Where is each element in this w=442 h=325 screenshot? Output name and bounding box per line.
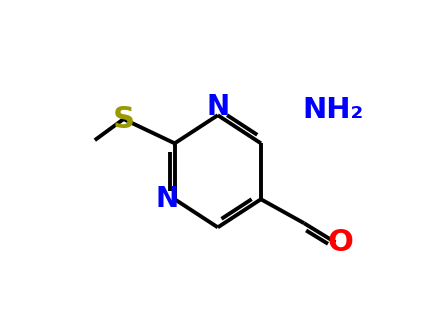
Text: O: O xyxy=(327,228,353,257)
Text: NH₂: NH₂ xyxy=(302,97,364,124)
Text: S: S xyxy=(113,105,134,134)
Text: N: N xyxy=(206,93,229,121)
Text: N: N xyxy=(155,185,178,213)
